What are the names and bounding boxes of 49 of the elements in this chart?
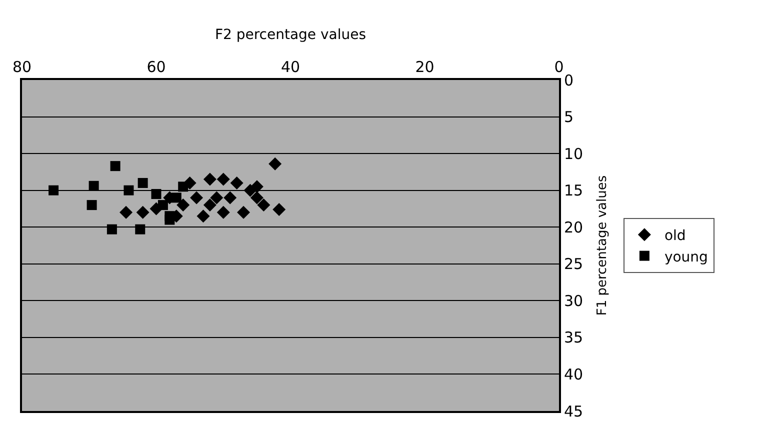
point [110,161,120,172]
x-tick-label: 40 [280,58,300,76]
y-tick-label: 5 [564,108,574,126]
point [86,200,97,210]
point [250,180,264,194]
point [237,206,250,219]
point [178,182,188,192]
point [268,157,282,170]
point [120,206,133,219]
point [190,191,204,204]
x-tick-label: 60 [146,58,166,76]
point [176,198,190,212]
point [171,192,182,203]
point [138,178,148,188]
y-tick-label: 10 [564,144,584,163]
point [216,206,230,219]
point [151,189,162,200]
y-tick-label: 40 [564,365,584,384]
point [257,198,270,212]
y-tick-label: 15 [564,182,584,200]
point [272,202,286,216]
point [210,191,224,204]
x-axis-title: F2 percentage values [214,27,366,44]
point [158,200,168,210]
point [203,198,216,212]
y-tick-label: 45 [564,402,584,420]
legend-label: old [664,228,686,244]
point [196,210,210,223]
point [136,206,150,219]
point [124,185,134,196]
y-tick-label: 0 [564,71,574,90]
point [203,172,216,186]
x-tick-label: 20 [415,58,434,76]
point [164,214,175,225]
point [88,180,99,191]
y-tick-label: 30 [564,292,584,310]
y-tick-label: 35 [564,328,584,347]
point [224,191,237,204]
point [230,176,244,190]
point [106,224,117,234]
legend-label: young [664,249,708,266]
y-tick-label: 25 [564,255,584,274]
point [48,185,59,196]
y-axis-title: F1 percentage values [595,175,610,316]
point [216,172,230,186]
y-tick-label: 20 [564,218,584,236]
point [135,224,146,234]
point [250,191,264,204]
x-tick-label: 80 [12,58,32,76]
